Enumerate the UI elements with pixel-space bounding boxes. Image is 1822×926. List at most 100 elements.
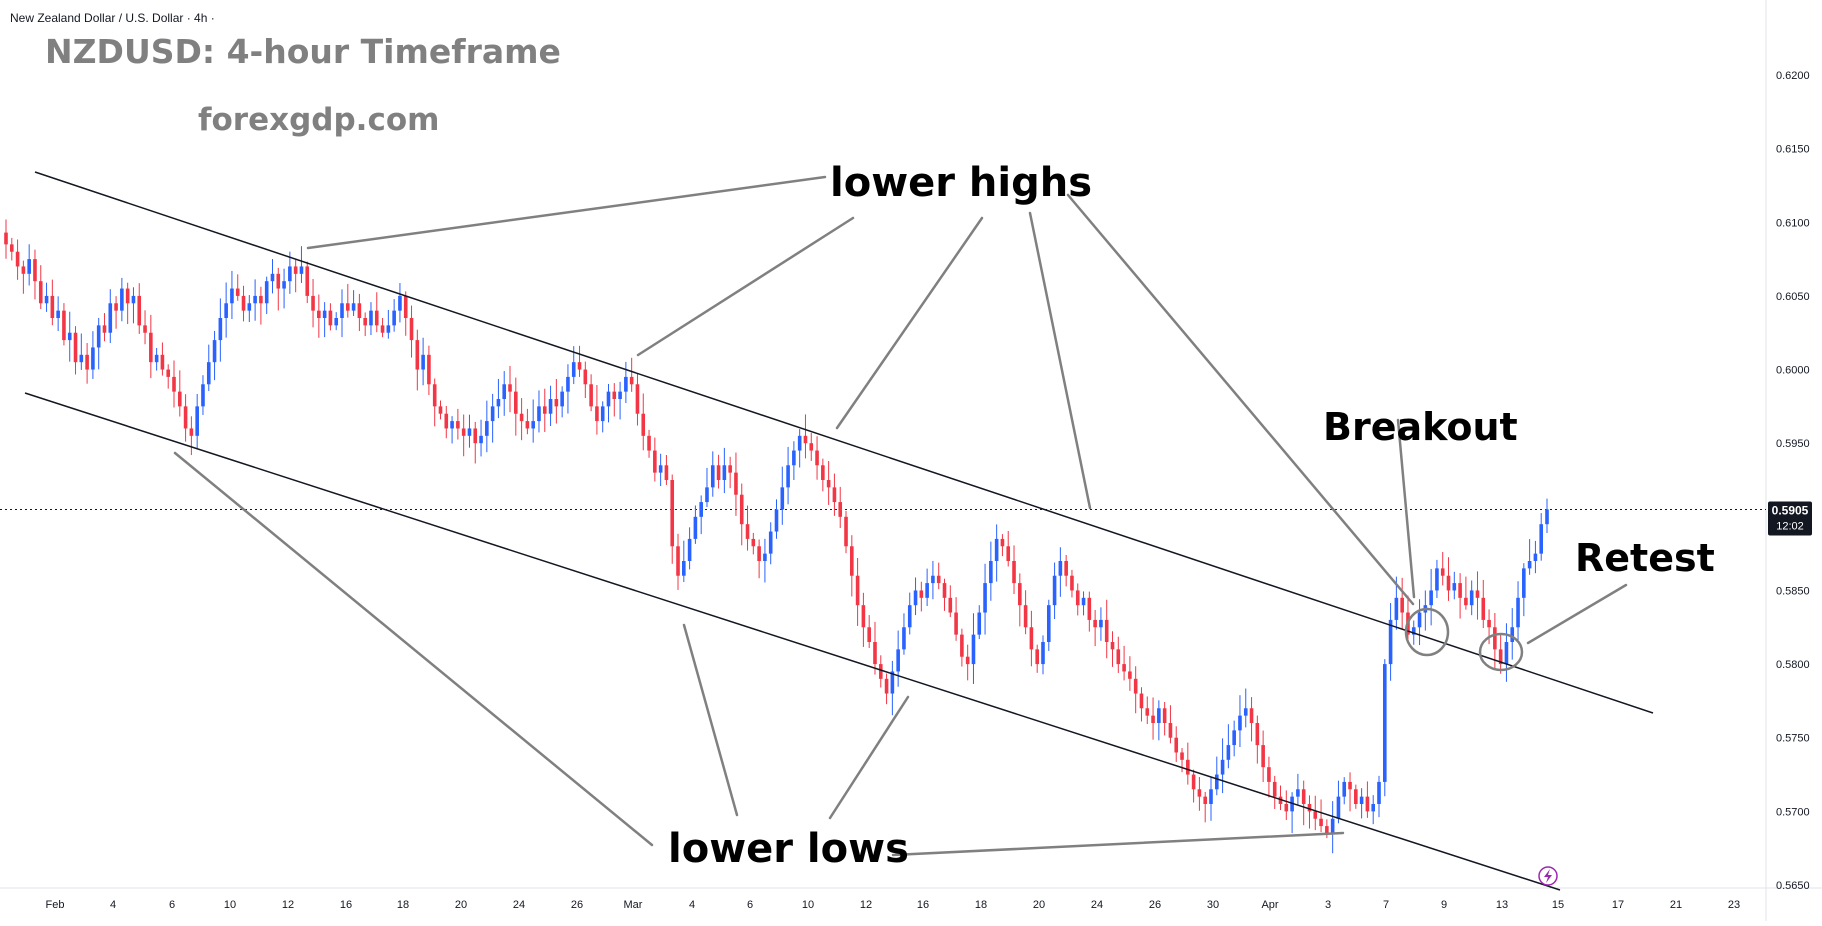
- candle-down: [519, 413, 524, 422]
- lower-highs-label: lower highs: [830, 160, 1092, 206]
- candle-down: [936, 575, 941, 584]
- candle-down: [1168, 723, 1173, 738]
- candle-down: [1400, 597, 1404, 613]
- breakout-label: Breakout: [1323, 405, 1518, 449]
- candle-down: [33, 259, 37, 282]
- candle-up: [120, 288, 124, 311]
- candle-down: [826, 480, 831, 488]
- candle-up: [1359, 796, 1364, 804]
- candle-up: [247, 303, 252, 311]
- candle-up: [1371, 804, 1376, 812]
- candle-down: [73, 332, 78, 363]
- candle-down: [50, 295, 55, 318]
- channel-lower-line[interactable]: [24, 392, 1561, 891]
- candle-down: [1064, 561, 1068, 576]
- time-tick-label: 18: [975, 899, 987, 911]
- candle-down: [374, 310, 379, 326]
- candle-up: [485, 421, 489, 436]
- candle-down: [114, 303, 118, 311]
- candle-down: [803, 435, 808, 444]
- price-badge: 0.5905 12:02: [1768, 501, 1812, 536]
- time-tick-label: 20: [1033, 899, 1045, 911]
- candle-up: [658, 465, 663, 473]
- candle-down: [143, 325, 147, 333]
- candle-down: [1018, 583, 1022, 606]
- candle-down: [716, 465, 721, 480]
- candle-up: [1522, 568, 1526, 598]
- candle-down: [15, 251, 20, 267]
- candle-down: [965, 656, 970, 665]
- candle-down: [85, 354, 89, 370]
- candle-down: [328, 310, 333, 326]
- candle-up: [890, 671, 895, 694]
- candle-down: [855, 575, 860, 606]
- candle-down: [4, 232, 8, 245]
- candle-down: [745, 524, 750, 539]
- candle-up: [977, 612, 982, 635]
- candle-up: [1046, 605, 1051, 642]
- candle-up: [1510, 627, 1515, 642]
- candle-up: [699, 502, 703, 517]
- candle-up: [780, 487, 785, 510]
- lower-lows-pointers: [173, 451, 1345, 857]
- candle-up: [687, 538, 692, 561]
- lower-lows-pointer: [682, 623, 739, 817]
- price-tick-label: 0.6000: [1776, 365, 1810, 377]
- time-tick-label: Feb: [46, 899, 65, 911]
- lower-highs-pointer: [636, 216, 855, 357]
- candle-down: [583, 369, 588, 385]
- candle-down: [1284, 804, 1289, 812]
- candle-down: [1122, 664, 1126, 672]
- time-tick-label: 10: [224, 899, 236, 911]
- candle-down: [473, 428, 478, 444]
- candle-up: [1209, 789, 1213, 804]
- candle-down: [850, 546, 854, 576]
- candle-up: [340, 303, 344, 318]
- channel-upper-line[interactable]: [34, 171, 1654, 714]
- candle-down: [739, 494, 744, 525]
- symbol-line[interactable]: New Zealand Dollar / U.S. Dollar · 4h ·: [10, 11, 215, 25]
- candle-down: [728, 465, 732, 473]
- candle-down: [166, 369, 171, 377]
- time-tick-label: 18: [397, 899, 409, 911]
- candle-up: [1429, 590, 1433, 606]
- candle-up: [1081, 597, 1086, 606]
- candle-up: [624, 376, 628, 392]
- lower-highs-pointer: [1028, 211, 1092, 510]
- candle-down: [346, 303, 350, 311]
- candle-down: [734, 472, 738, 495]
- candle-down: [751, 538, 756, 547]
- candle-up: [299, 266, 304, 274]
- candle-down: [1087, 597, 1092, 620]
- candle-up: [79, 354, 84, 363]
- candle-down: [1133, 678, 1138, 694]
- price-tick-label: 0.5850: [1776, 585, 1810, 597]
- candle-down: [948, 597, 953, 613]
- candle-up: [212, 340, 217, 363]
- candle-up: [693, 516, 698, 539]
- candle-down: [589, 384, 593, 407]
- candle-up: [264, 281, 269, 304]
- candle-down: [1348, 781, 1352, 790]
- candle-down: [102, 325, 107, 333]
- candle-down: [629, 376, 634, 385]
- candle-up: [421, 354, 425, 370]
- candle-up: [230, 288, 234, 304]
- candle-down: [1301, 789, 1306, 804]
- lower-lows-label: lower lows: [668, 826, 909, 872]
- time-tick-label: 9: [1441, 899, 1447, 911]
- candle-up: [1336, 796, 1341, 819]
- candle-down: [1139, 693, 1144, 709]
- lower-highs-pointer: [835, 216, 984, 430]
- candle-down: [1255, 723, 1260, 746]
- candle-down: [305, 266, 310, 296]
- candle-up: [1382, 664, 1387, 782]
- candle-down: [21, 266, 26, 274]
- candle-down: [293, 266, 298, 274]
- time-axis[interactable]: Feb 4 6 10 12 16 18 20 24 26 Mar 4 6 10 12 16 18 20 24 26 30…: [46, 899, 1741, 911]
- candle-up: [479, 435, 483, 444]
- candle-down: [514, 391, 518, 414]
- lightning-icon[interactable]: [1538, 866, 1558, 886]
